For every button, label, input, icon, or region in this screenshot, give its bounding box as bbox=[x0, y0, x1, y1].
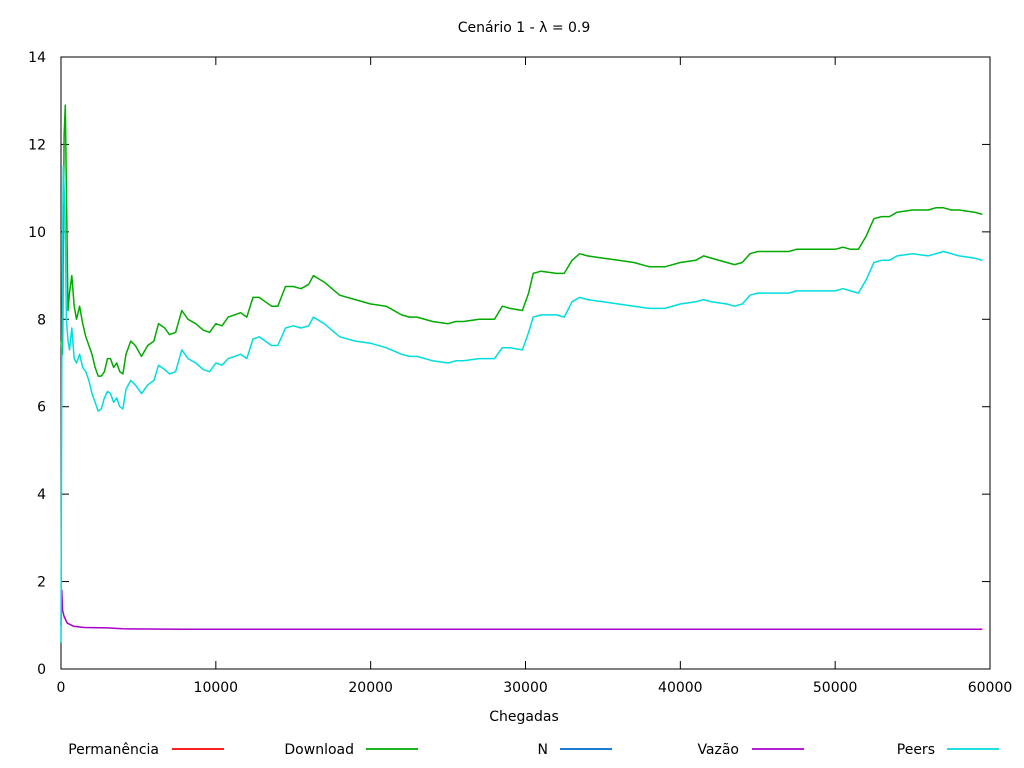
x-tick-label: 50000 bbox=[813, 680, 858, 696]
y-tick-label: 4 bbox=[37, 487, 46, 503]
legend-label-peers: Peers bbox=[897, 742, 935, 758]
y-tick-label: 10 bbox=[28, 225, 46, 241]
legend-label-vazao: Vazão bbox=[697, 742, 739, 758]
x-tick-label: 40000 bbox=[658, 680, 703, 696]
x-tick-label: 10000 bbox=[194, 680, 239, 696]
series-line-vazao bbox=[60, 589, 983, 630]
series-line-download bbox=[60, 104, 983, 377]
series-lines bbox=[60, 104, 983, 643]
axis-ticks: 0 10000 20000 30000 40000 50000 60000 0 2 4 6 8 10 12… bbox=[28, 50, 1012, 696]
series-line-peers bbox=[60, 165, 983, 643]
x-axis-label: Chegadas bbox=[489, 709, 559, 725]
y-tick-label: 2 bbox=[37, 575, 46, 591]
chart-title: Cenário 1 - λ = 0.9 bbox=[458, 20, 591, 36]
y-tick-label: 6 bbox=[37, 400, 46, 416]
x-tick-label: 0 bbox=[57, 680, 66, 696]
y-tick-label: 8 bbox=[37, 312, 46, 328]
legend: Permanência Download N Vazão Peers bbox=[68, 742, 999, 758]
legend-label-download: Download bbox=[284, 742, 354, 758]
y-tick-label: 12 bbox=[28, 137, 46, 153]
x-tick-label: 30000 bbox=[503, 680, 548, 696]
legend-label-n: N bbox=[538, 742, 548, 758]
y-tick-label: 14 bbox=[28, 50, 46, 66]
x-tick-label: 60000 bbox=[968, 680, 1013, 696]
x-tick-label: 20000 bbox=[348, 680, 393, 696]
plot-frame bbox=[60, 56, 991, 670]
legend-label-permanencia: Permanência bbox=[68, 742, 159, 758]
y-tick-label: 0 bbox=[37, 662, 46, 678]
